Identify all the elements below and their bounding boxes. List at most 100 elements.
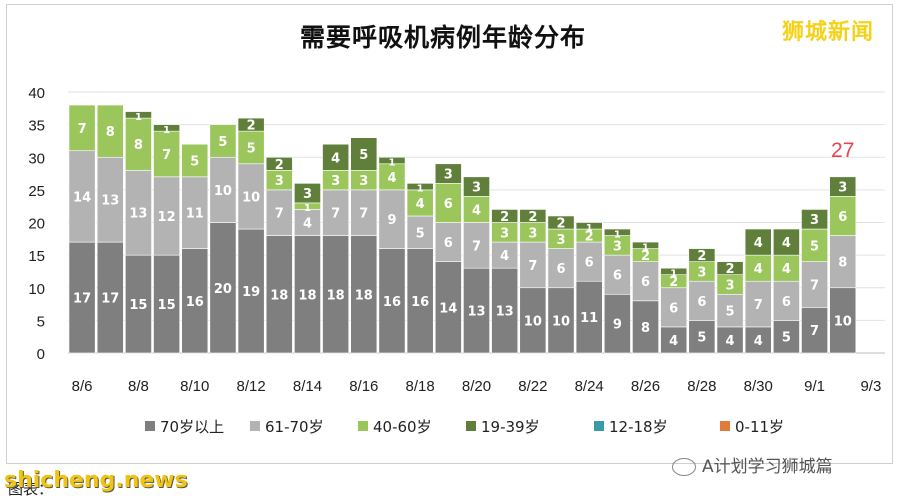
- bar-segment: [801, 209, 828, 230]
- data-label: 4: [500, 249, 509, 264]
- legend-label: 40-60岁: [373, 418, 432, 436]
- y-tick-label: 35: [28, 118, 45, 135]
- data-label: 10: [242, 190, 260, 205]
- data-label: 17: [73, 292, 91, 307]
- bar-segment: [716, 261, 744, 275]
- data-label: 3: [303, 187, 312, 202]
- bar-segment: [603, 254, 631, 295]
- data-label: 15: [129, 298, 147, 313]
- bar-segment: [829, 235, 857, 289]
- data-label: 8: [106, 125, 115, 140]
- legend-swatch: [466, 421, 476, 431]
- data-label: 3: [697, 265, 706, 280]
- bar-segment: [660, 287, 688, 328]
- bar-segment: [153, 124, 181, 132]
- data-label: 5: [416, 226, 425, 241]
- bar-segment: [632, 300, 659, 354]
- data-label: 6: [669, 301, 678, 316]
- data-label: 2: [726, 262, 735, 277]
- bar-segment: [744, 280, 772, 328]
- data-label: 2: [500, 210, 509, 225]
- data-label: 4: [782, 262, 791, 277]
- data-label: 3: [472, 181, 481, 196]
- data-label: 16: [186, 295, 204, 310]
- wechat-account: A计划学习狮城篇: [672, 452, 833, 477]
- data-label: 6: [556, 262, 565, 277]
- bar-segment: [68, 241, 96, 354]
- bar-segment: [265, 189, 293, 236]
- bar-segment: [603, 228, 631, 236]
- bar-segment: [632, 241, 659, 249]
- bar-segment: [237, 130, 265, 165]
- data-label: 4: [387, 171, 396, 186]
- data-label: 1: [388, 158, 395, 169]
- bar-segment: [237, 117, 265, 132]
- data-label: 2: [669, 275, 678, 290]
- bar-segment: [294, 235, 321, 354]
- data-label: 20: [214, 282, 232, 297]
- data-label: 6: [697, 295, 706, 310]
- bar-segment: [406, 183, 434, 191]
- watermark: shicheng.news: [4, 468, 188, 493]
- data-label: 1: [304, 203, 311, 214]
- data-label: 3: [838, 181, 847, 196]
- bar-segment: [181, 176, 209, 249]
- wechat-icon: [672, 458, 696, 476]
- bar-segment: [153, 254, 181, 354]
- data-label: 1: [586, 223, 593, 234]
- data-label: 4: [303, 217, 312, 232]
- bar-segment: [519, 209, 547, 223]
- data-label: 5: [247, 141, 256, 156]
- data-label: 8: [838, 256, 847, 271]
- data-label: 10: [834, 314, 852, 329]
- chart-title: 需要呼吸机病例年龄分布: [300, 23, 587, 52]
- data-label: 5: [218, 135, 227, 150]
- data-label: 7: [78, 122, 87, 137]
- data-label: 19: [242, 285, 260, 300]
- bar-segment: [68, 104, 96, 152]
- data-label: 7: [754, 298, 763, 313]
- bar-segment: [744, 254, 772, 282]
- data-label: 6: [782, 295, 791, 310]
- data-label: 1: [135, 112, 142, 123]
- data-label: 5: [810, 239, 819, 254]
- bar-segment: [463, 196, 490, 223]
- annotation-total: 27: [831, 139, 854, 162]
- x-tick-label: 9/3: [860, 378, 881, 395]
- bar-segment: [547, 248, 575, 289]
- bar-segment: [688, 320, 716, 354]
- data-label: 1: [614, 229, 621, 240]
- legend-label: 19-39岁: [481, 418, 540, 436]
- data-label: 4: [416, 197, 425, 212]
- data-label: 9: [613, 318, 622, 333]
- bar-segment: [772, 254, 800, 282]
- data-label: 16: [383, 295, 401, 310]
- x-tick-label: 8/14: [293, 378, 322, 395]
- x-tick-label: 8/6: [72, 378, 93, 395]
- x-tick-label: 9/1: [804, 378, 825, 395]
- data-label: 6: [613, 269, 622, 284]
- data-label: 3: [556, 233, 565, 248]
- x-tick-label: 8/8: [128, 378, 149, 395]
- data-label: 7: [528, 259, 537, 274]
- y-tick-label: 20: [28, 216, 45, 233]
- data-label: 3: [359, 174, 368, 189]
- data-label: 3: [528, 226, 537, 241]
- bar-segment: [96, 104, 124, 158]
- data-label: 4: [331, 151, 340, 166]
- data-label: 6: [585, 256, 594, 271]
- bar-segment: [265, 235, 293, 354]
- data-label: 7: [162, 148, 171, 163]
- bar-segment: [547, 287, 575, 354]
- x-tick-label: 8/10: [180, 378, 209, 395]
- bar-segment: [209, 124, 237, 158]
- bar-segment: [265, 156, 293, 171]
- data-label: 18: [270, 288, 288, 303]
- data-label: 7: [275, 207, 284, 222]
- legend-swatch: [720, 421, 730, 431]
- bar-segment: [716, 293, 744, 328]
- bar-segment: [519, 287, 547, 354]
- data-label: 2: [641, 249, 650, 264]
- data-label: 3: [500, 226, 509, 241]
